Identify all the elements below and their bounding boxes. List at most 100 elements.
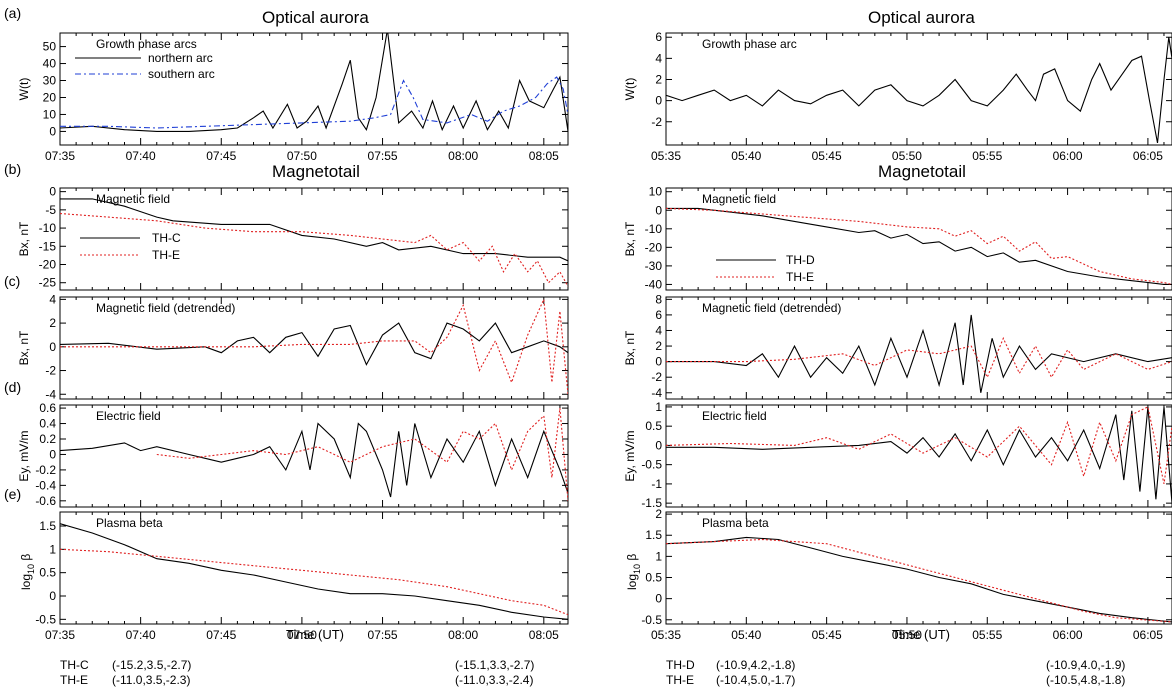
section-title-optical-left: Optical aurora <box>262 8 369 27</box>
y-tick-label: 20 <box>43 90 57 104</box>
y-tick-label: 0 <box>49 589 56 603</box>
y-axis-label: log10 β <box>19 554 36 590</box>
legend-label: TH-E <box>152 248 180 262</box>
y-tick-label: 50 <box>43 40 57 54</box>
x-tick-label: 07:55 <box>368 628 398 642</box>
series-line-red <box>156 408 568 501</box>
series-line-southern-arc <box>60 76 568 129</box>
y-tick-label: 0 <box>49 124 56 138</box>
y-tick-label: -1.5 <box>641 496 662 510</box>
plot-frame <box>59 296 569 400</box>
y-tick-label: 4 <box>49 292 56 306</box>
y-tick-label: 40 <box>43 57 57 71</box>
y-tick-label: 6 <box>655 308 662 322</box>
panel-letter-b: (b) <box>4 161 22 177</box>
y-tick-label: -20 <box>645 240 663 254</box>
x-tick-label: 05:40 <box>731 628 761 642</box>
y-tick-label: 2 <box>655 339 662 353</box>
plot-frame <box>665 511 1172 625</box>
panel-letter-c: (c) <box>4 273 21 289</box>
y-tick-label: 2 <box>49 316 56 330</box>
y-tick-label: -0.5 <box>641 458 662 472</box>
panel-d-right: 1 0.5 0 -0.5 -1 -1.5 Ey, mV/m Electric field <box>623 400 1172 510</box>
x-tick-label: 05:50 <box>892 149 922 163</box>
y-tick-label: -2 <box>45 364 56 378</box>
panel-annotation: Magnetic field (detrended) <box>96 301 235 315</box>
y-axis-label: W(t) <box>17 78 31 101</box>
y-tick-label: 4 <box>655 323 662 337</box>
x-tick-label: 08:05 <box>529 149 559 163</box>
series-line-black <box>60 523 568 620</box>
section-title-magnetotail-left: Magnetotail <box>272 162 360 181</box>
x-tick-label: 07:35 <box>45 628 75 642</box>
panel-annotation: Plasma beta <box>702 516 769 530</box>
y-axis-label: Ey, mV/m <box>623 430 637 481</box>
x-tick-label: 05:35 <box>651 628 681 642</box>
series-line-th-c <box>60 198 568 262</box>
series-line-red <box>666 406 1172 485</box>
y-tick-label: 0 <box>49 447 56 461</box>
legend-label: TH-D <box>786 253 815 267</box>
y-axis-label: Bx, nT <box>623 221 637 256</box>
position-label-thd: TH-D <box>666 658 695 672</box>
x-tick-label: 08:00 <box>448 149 478 163</box>
x-tick-label: 07:55 <box>368 149 398 163</box>
position-end-the-left: (-11.0,3.3,-2.4) <box>455 673 534 687</box>
plot-frame <box>59 187 569 291</box>
y-axis-label: Ey, mV/m <box>17 430 31 481</box>
x-tick-label: 07:50 <box>287 149 317 163</box>
y-tick-label: 0 <box>655 355 662 369</box>
panel-annotation: Magnetic field (detrended) <box>702 301 841 315</box>
position-label-the-right: TH-E <box>666 673 694 687</box>
y-tick-label: 0 <box>49 340 56 354</box>
x-tick-label: 07:45 <box>206 149 236 163</box>
position-end-the-right: (-10.5,4.8,-1.8) <box>1046 673 1126 687</box>
y-tick-label: 30 <box>43 74 57 88</box>
x-tick-label: 06:00 <box>1053 628 1083 642</box>
series-line-black <box>666 536 1172 623</box>
x-axis-label-right: Time (UT) <box>892 627 951 642</box>
legend-label: northern arc <box>148 51 213 65</box>
panel-annotation: Growth phase arcs <box>96 37 197 51</box>
plot-frame <box>59 404 569 508</box>
series-line-black <box>666 406 1172 504</box>
series-line-black <box>60 322 568 366</box>
y-tick-label: -2 <box>651 115 662 129</box>
y-tick-label: 0.6 <box>39 401 56 415</box>
series-line-black <box>666 37 1172 144</box>
y-axis-label: Bx, nT <box>17 221 31 256</box>
legend-label: southern arc <box>148 67 215 81</box>
series-line-red <box>60 548 568 616</box>
y-tick-label: 0 <box>49 185 56 199</box>
x-tick-label: 07:45 <box>206 628 236 642</box>
x-tick-label: 08:05 <box>529 628 559 642</box>
plot-frame <box>59 32 569 146</box>
x-tick-label: 07:35 <box>45 149 75 163</box>
panel-a-left: 07:35 07:40 07:45 07:50 07:55 08:00 08:05 0 10 20… <box>17 32 569 163</box>
y-tick-label: -0.5 <box>641 613 662 627</box>
x-tick-label: 06:05 <box>1133 628 1163 642</box>
y-tick-label: 0.5 <box>645 419 662 433</box>
panel-letter-e: (e) <box>4 486 22 502</box>
series-line-red <box>60 297 568 395</box>
panel-e-right: 05:35 05:40 05:45 05:50 05:55 06:00 06:05 2 1.5 1… <box>625 507 1172 642</box>
panel-annotation: Electric field <box>702 409 767 423</box>
plot-frame <box>665 404 1172 508</box>
legend-label: TH-E <box>786 270 814 284</box>
y-tick-label: 2 <box>655 507 662 521</box>
panel-letter-d: (d) <box>4 379 22 395</box>
y-tick-label: 2 <box>655 72 662 86</box>
y-axis-label: W(t) <box>623 78 637 101</box>
x-axis-label-left: Time (UT) <box>286 627 345 642</box>
section-title-optical-right: Optical aurora <box>868 8 975 27</box>
y-tick-label: 1 <box>49 542 56 556</box>
y-tick-label: -10 <box>39 221 57 235</box>
panel-annotation: Growth phase arc <box>702 37 797 51</box>
y-tick-label: -25 <box>39 276 57 290</box>
y-tick-label: -15 <box>39 239 57 253</box>
y-tick-label: 4 <box>655 51 662 65</box>
panel-annotation: Electric field <box>96 409 161 423</box>
y-tick-label: 0 <box>655 592 662 606</box>
position-start-thc: (-15.2,3.5,-2.7) <box>112 658 192 672</box>
